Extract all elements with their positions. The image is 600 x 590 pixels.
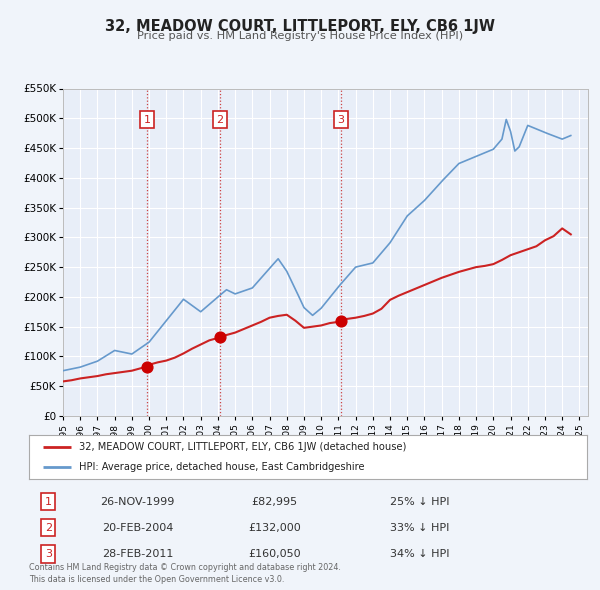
Text: 20-FEB-2004: 20-FEB-2004: [102, 523, 173, 533]
Text: 2: 2: [217, 114, 224, 124]
Text: 3: 3: [337, 114, 344, 124]
Text: Price paid vs. HM Land Registry's House Price Index (HPI): Price paid vs. HM Land Registry's House …: [137, 31, 463, 41]
Text: Contains HM Land Registry data © Crown copyright and database right 2024.: Contains HM Land Registry data © Crown c…: [29, 563, 341, 572]
Text: £82,995: £82,995: [251, 497, 298, 507]
Text: 1: 1: [144, 114, 151, 124]
Text: 34% ↓ HPI: 34% ↓ HPI: [389, 549, 449, 559]
Text: 28-FEB-2011: 28-FEB-2011: [102, 549, 173, 559]
Text: £132,000: £132,000: [248, 523, 301, 533]
Point: [215, 333, 225, 342]
Text: This data is licensed under the Open Government Licence v3.0.: This data is licensed under the Open Gov…: [29, 575, 284, 584]
Point: [143, 362, 152, 371]
Text: £160,050: £160,050: [248, 549, 301, 559]
Text: 33% ↓ HPI: 33% ↓ HPI: [390, 523, 449, 533]
Text: 32, MEADOW COURT, LITTLEPORT, ELY, CB6 1JW (detached house): 32, MEADOW COURT, LITTLEPORT, ELY, CB6 1…: [79, 442, 406, 452]
Text: 3: 3: [45, 549, 52, 559]
Text: 26-NOV-1999: 26-NOV-1999: [100, 497, 175, 507]
Text: 1: 1: [45, 497, 52, 507]
Text: HPI: Average price, detached house, East Cambridgeshire: HPI: Average price, detached house, East…: [79, 462, 365, 472]
Text: 2: 2: [45, 523, 52, 533]
Point: [336, 316, 346, 325]
Text: 32, MEADOW COURT, LITTLEPORT, ELY, CB6 1JW: 32, MEADOW COURT, LITTLEPORT, ELY, CB6 1…: [105, 19, 495, 34]
Text: 25% ↓ HPI: 25% ↓ HPI: [389, 497, 449, 507]
